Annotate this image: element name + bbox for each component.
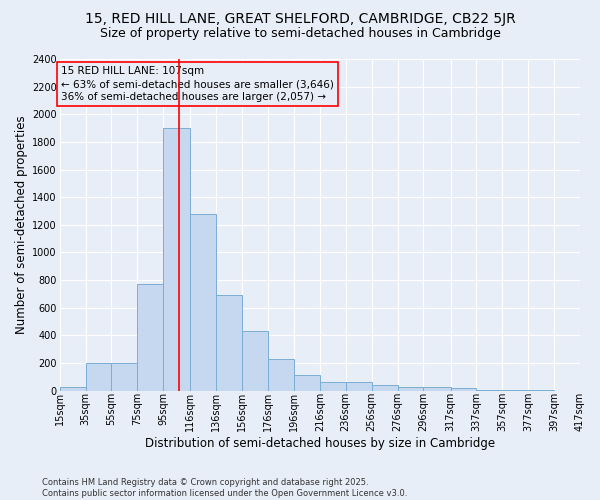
Bar bbox=[451, 388, 476, 390]
Text: Contains HM Land Registry data © Crown copyright and database right 2025.
Contai: Contains HM Land Registry data © Crown c… bbox=[42, 478, 407, 498]
Bar bbox=[86, 363, 112, 390]
Y-axis label: Number of semi-detached properties: Number of semi-detached properties bbox=[15, 116, 28, 334]
Bar bbox=[346, 382, 371, 390]
Bar bbox=[163, 128, 190, 390]
Bar bbox=[217, 296, 242, 390]
Bar bbox=[190, 214, 217, 390]
Bar bbox=[59, 387, 86, 390]
Text: 15 RED HILL LANE: 107sqm
← 63% of semi-detached houses are smaller (3,646)
36% o: 15 RED HILL LANE: 107sqm ← 63% of semi-d… bbox=[61, 66, 334, 102]
Bar bbox=[268, 359, 294, 390]
Bar bbox=[294, 376, 320, 390]
Bar bbox=[398, 386, 424, 390]
Text: 15, RED HILL LANE, GREAT SHELFORD, CAMBRIDGE, CB22 5JR: 15, RED HILL LANE, GREAT SHELFORD, CAMBR… bbox=[85, 12, 515, 26]
X-axis label: Distribution of semi-detached houses by size in Cambridge: Distribution of semi-detached houses by … bbox=[145, 437, 495, 450]
Bar bbox=[137, 284, 163, 391]
Bar bbox=[424, 387, 451, 390]
Bar bbox=[371, 385, 398, 390]
Text: Size of property relative to semi-detached houses in Cambridge: Size of property relative to semi-detach… bbox=[100, 28, 500, 40]
Bar bbox=[112, 363, 137, 390]
Bar bbox=[320, 382, 346, 390]
Bar bbox=[242, 332, 268, 390]
